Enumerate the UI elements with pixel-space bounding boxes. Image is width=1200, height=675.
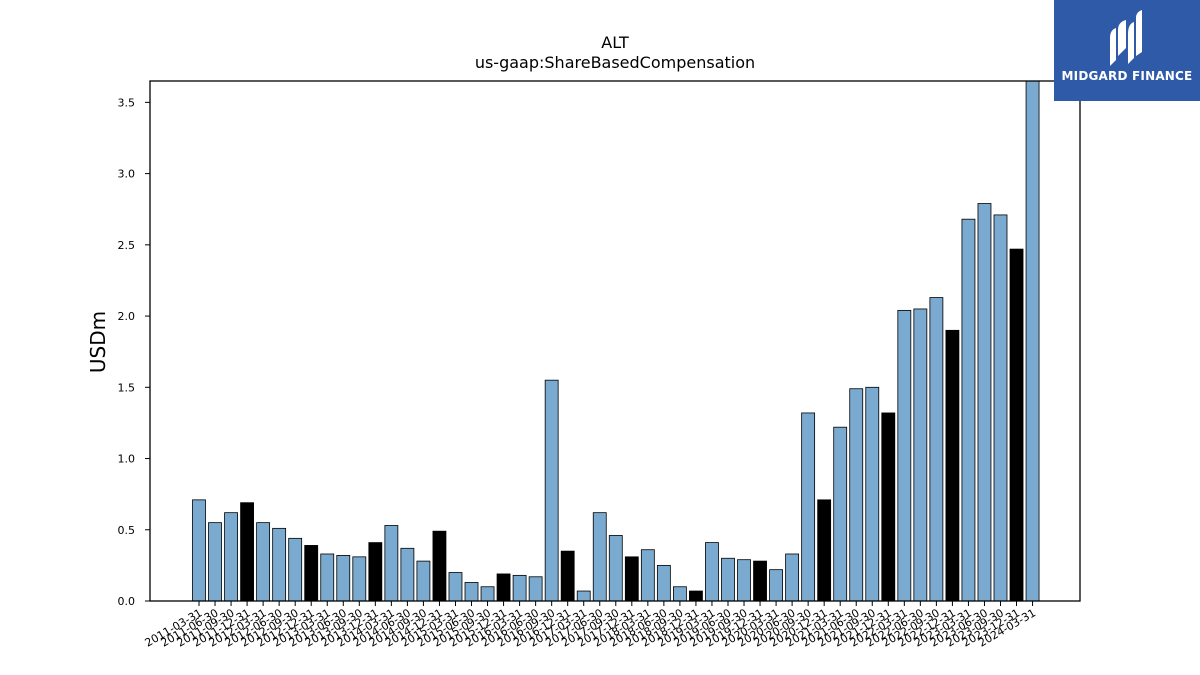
bar-2014-06-30	[400, 547, 415, 602]
y-tick-label: 0.0	[118, 595, 136, 608]
bar-2013-06-30	[336, 555, 351, 602]
y-axis: 0.0 0.5 1.0 1.5 2.0 2.5 3.0 3.5	[118, 96, 150, 608]
bar-2020-03-31	[769, 569, 783, 602]
chart-title-metric: us-gaap:ShareBasedCompensation	[475, 53, 755, 72]
bar-2014-12-31	[432, 530, 447, 602]
bar-2015-06-30	[464, 582, 479, 602]
y-tick-label: 0.5	[118, 524, 136, 537]
plot-area-frame	[149, 80, 1081, 602]
bar-2022-03-31	[897, 309, 912, 602]
bar-2021-12-31	[881, 412, 896, 602]
bar-2021-06-30	[849, 388, 864, 602]
bar-2019-06-30	[721, 557, 735, 602]
bar-2017-12-31	[624, 556, 639, 602]
midgard-logo-icon	[1110, 10, 1142, 66]
bar-2011-12-31	[240, 502, 254, 602]
bar-2023-09-30	[993, 214, 1008, 602]
bar-2016-12-31	[560, 550, 575, 602]
y-tick-label: 1.0	[118, 453, 136, 466]
bar-2015-09-30	[480, 586, 495, 602]
bar-2011-03-31	[192, 499, 206, 602]
bar-2022-12-31	[945, 329, 960, 602]
bar-2016-03-31	[512, 574, 527, 602]
bar-2023-06-30	[977, 203, 992, 602]
bar-2018-09-30	[673, 586, 687, 602]
bar-2023-03-31	[961, 218, 976, 602]
bar-2011-06-30	[208, 522, 222, 602]
bar-2021-03-31	[833, 426, 848, 602]
bar-2014-03-31	[384, 525, 399, 602]
bar-2013-12-31	[368, 542, 383, 602]
bar-2016-06-30	[528, 576, 543, 602]
bar-2021-09-30	[865, 386, 880, 602]
bar-2017-09-30	[608, 535, 623, 602]
bar-2013-09-30	[352, 556, 367, 602]
bar-2013-03-31	[320, 553, 335, 602]
bar-2011-09-30	[224, 512, 238, 602]
bar-2018-12-31	[689, 590, 703, 602]
bar-2012-12-31	[304, 545, 319, 602]
bar-2020-09-30	[801, 412, 816, 602]
bar-series	[192, 80, 1040, 602]
y-tick-label: 3.5	[118, 96, 136, 109]
bar-2012-03-31	[256, 522, 271, 602]
bar-2017-03-31	[576, 590, 591, 602]
chart-title: ALT us-gaap:ShareBasedCompensation	[475, 33, 755, 72]
y-axis-label: USDm	[86, 311, 110, 373]
chart-title-ticker: ALT	[601, 33, 629, 52]
bar-2018-03-31	[640, 549, 655, 602]
bar-2019-03-31	[705, 542, 719, 602]
bar-2022-06-30	[913, 308, 928, 602]
bar-2019-12-31	[753, 560, 767, 602]
bar-2018-06-30	[656, 564, 671, 602]
bar-2020-06-30	[785, 553, 800, 602]
y-tick-label: 2.0	[118, 310, 136, 323]
bar-2012-09-30	[288, 537, 303, 602]
logo-text: MIDGARD FINANCE	[1061, 69, 1193, 83]
y-tick-label: 2.5	[118, 239, 136, 252]
bar-2019-09-30	[737, 559, 751, 602]
bar-2012-06-30	[272, 527, 287, 602]
x-axis: 2011-03-312011-06-302011-09-302011-12-31…	[143, 601, 1038, 650]
bar-2016-09-30	[544, 379, 559, 602]
bar-2017-06-30	[592, 512, 607, 602]
bar-2014-09-30	[416, 560, 431, 602]
bar-2020-12-31	[817, 499, 832, 602]
bar-2023-12-31	[1009, 248, 1024, 602]
y-tick-label: 3.0	[118, 168, 136, 181]
bar-2015-03-31	[448, 572, 463, 602]
bar-2022-09-30	[929, 297, 944, 602]
bar-2015-12-31	[496, 573, 511, 602]
bar-2024-03-31	[1025, 80, 1040, 602]
y-tick-label: 1.5	[118, 381, 136, 394]
midgard-finance-logo: MIDGARD FINANCE	[1054, 0, 1200, 101]
